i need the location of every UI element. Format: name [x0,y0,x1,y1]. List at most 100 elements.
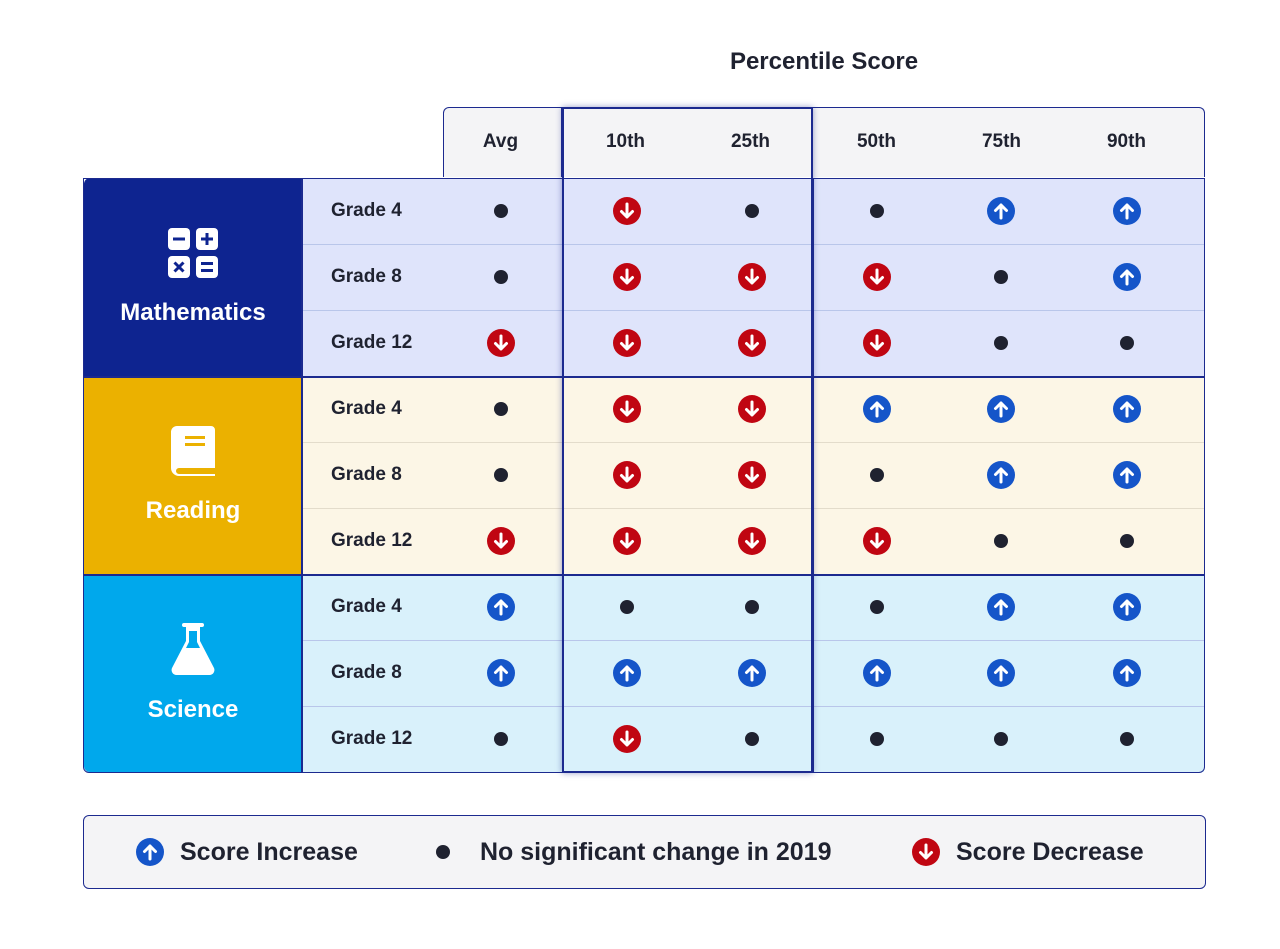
arrow-down-icon [912,838,940,866]
dot-icon [436,845,450,859]
arrow-down-icon [613,329,641,357]
arrow-down-icon [738,395,766,423]
no-change-dot [745,600,759,614]
row-divider [302,508,1204,509]
no-change-dot [1120,732,1134,746]
column-header-25th: 25th [730,131,771,152]
no-change-dot [494,402,508,416]
no-change-dot [994,336,1008,350]
grade-label: Grade 4 [331,200,402,221]
no-change-dot [620,600,634,614]
arrow-up-icon [1113,395,1141,423]
no-change-dot [870,204,884,218]
arrow-down-icon [738,461,766,489]
subject-label: Science [147,695,239,723]
subject-divider [84,574,1204,576]
calculator-icon [168,227,218,299]
arrow-down-icon [613,527,641,555]
no-change-dot [870,600,884,614]
arrow-up-icon [487,593,515,621]
grade-label: Grade 8 [331,662,402,683]
subject-label: Mathematics [120,298,266,326]
row-divider [302,442,1204,443]
arrow-up-icon [1113,659,1141,687]
no-change-dot [994,534,1008,548]
arrow-up-icon [987,593,1015,621]
column-header-avg: Avg [482,131,519,152]
arrow-up-icon [1113,197,1141,225]
no-change-dot [994,732,1008,746]
arrow-down-icon [738,527,766,555]
no-change-dot [870,468,884,482]
no-change-dot [494,270,508,284]
grade-label: Grade 8 [331,464,402,485]
legend-decrease: Score Decrease [912,815,1144,889]
subject-reading: Reading [84,376,302,574]
no-change-dot [745,732,759,746]
legend-label-increase: Score Increase [180,837,358,866]
no-change-dot [494,204,508,218]
no-change-dot [494,468,508,482]
grade-label: Grade 12 [331,332,413,353]
no-change-dot [870,732,884,746]
row-divider [302,310,1204,311]
row-divider [302,244,1204,245]
column-header-10th: 10th [605,131,646,152]
arrow-down-icon [863,329,891,357]
grade-label: Grade 8 [331,266,402,287]
no-change-dot [745,204,759,218]
arrow-up-icon [1113,461,1141,489]
arrow-up-icon [136,838,164,866]
percentile-divider [812,178,814,772]
arrow-up-icon [1113,593,1141,621]
arrow-up-icon [987,197,1015,225]
subject-column-divider [301,178,303,772]
arrow-down-icon [863,527,891,555]
column-header-row [443,107,1205,177]
arrow-up-icon [863,659,891,687]
header-divider [561,107,562,177]
subject-divider [84,376,1204,378]
subject-science: Science [84,574,302,772]
flask-icon [170,622,216,696]
column-header-75th: 75th [981,131,1022,152]
chart-title: Percentile Score [729,48,919,75]
arrow-up-icon [987,395,1015,423]
arrow-down-icon [613,263,641,291]
grade-label: Grade 4 [331,596,402,617]
header-divider [812,107,813,177]
arrow-down-icon [863,263,891,291]
grade-label: Grade 4 [331,398,402,419]
arrow-down-icon [613,725,641,753]
legend [83,815,1206,889]
arrow-down-icon [487,329,515,357]
legend-increase: Score Increase [136,815,358,889]
arrow-up-icon [987,461,1015,489]
no-change-dot [1120,534,1134,548]
subject-label: Reading [145,496,241,524]
legend-label-no-change: No significant change in 2019 [480,837,832,866]
book-icon [171,425,215,497]
arrow-down-icon [487,527,515,555]
legend-label-decrease: Score Decrease [956,837,1144,866]
column-header-50th: 50th [856,131,897,152]
arrow-up-icon [863,395,891,423]
column-header-90th: 90th [1106,131,1147,152]
arrow-down-icon [613,197,641,225]
grade-label: Grade 12 [331,728,413,749]
grade-label: Grade 12 [331,530,413,551]
no-change-dot [494,732,508,746]
arrow-up-icon [1113,263,1141,291]
arrow-up-icon [987,659,1015,687]
row-divider [302,640,1204,641]
no-change-dot [1120,336,1134,350]
arrow-up-icon [487,659,515,687]
arrow-down-icon [613,461,641,489]
legend-no-change: No significant change in 2019 [436,815,831,889]
subject-mathematics: Mathematics [84,178,302,376]
row-divider [302,706,1204,707]
arrow-down-icon [738,329,766,357]
no-change-dot [994,270,1008,284]
arrow-down-icon [613,395,641,423]
arrow-up-icon [738,659,766,687]
